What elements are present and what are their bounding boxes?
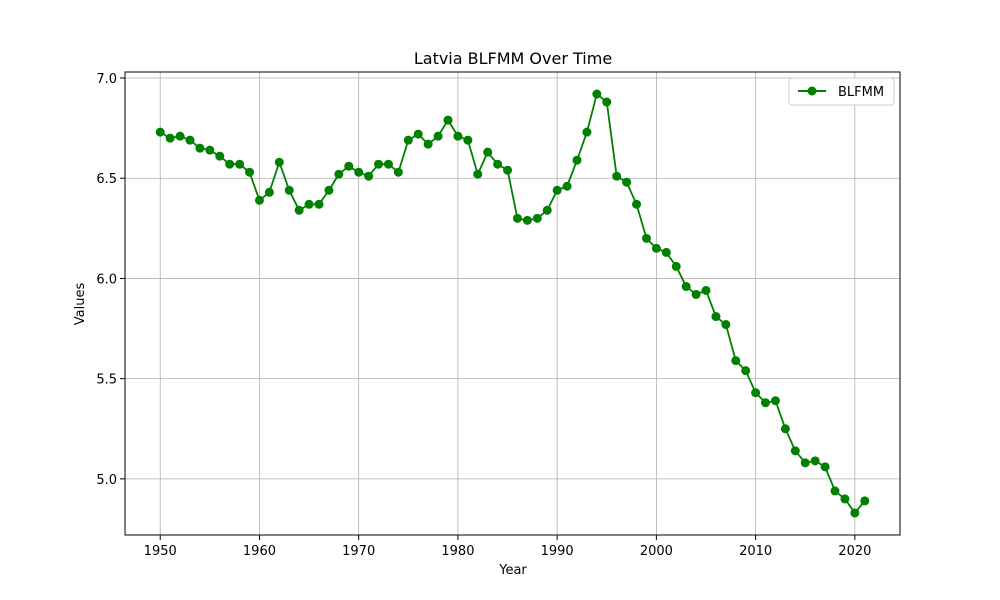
- data-point: [245, 167, 255, 177]
- data-point: [274, 157, 284, 167]
- data-point: [304, 199, 314, 209]
- data-point: [433, 131, 443, 141]
- data-point: [661, 247, 671, 257]
- x-tick-label: 2000: [640, 544, 673, 559]
- grid-lines: [125, 72, 900, 535]
- y-tick-label: 5.5: [96, 373, 117, 388]
- data-point: [324, 185, 334, 195]
- data-point: [790, 446, 800, 456]
- data-point: [820, 462, 830, 472]
- data-point: [552, 185, 562, 195]
- data-point: [741, 366, 751, 376]
- series-line-blfmm: [155, 89, 870, 518]
- x-tick-label: 1980: [441, 544, 474, 559]
- y-tick-label: 6.0: [96, 272, 117, 287]
- data-point: [334, 169, 344, 179]
- x-tick-label: 1960: [243, 544, 276, 559]
- data-point: [810, 456, 820, 466]
- data-point: [800, 458, 810, 468]
- data-point: [622, 177, 632, 187]
- data-point: [235, 159, 245, 169]
- data-point: [423, 139, 433, 149]
- x-axis-label: Year: [498, 563, 527, 578]
- data-point: [403, 135, 413, 145]
- data-point: [830, 486, 840, 496]
- y-tick-label: 5.0: [96, 473, 117, 488]
- y-axis-label: Values: [73, 283, 88, 326]
- data-point: [602, 97, 612, 107]
- data-point: [195, 143, 205, 153]
- data-point: [205, 145, 215, 155]
- data-point: [344, 161, 354, 171]
- data-point: [542, 205, 552, 215]
- data-point: [572, 155, 582, 165]
- data-point: [612, 171, 622, 181]
- legend: BLFMM: [788, 77, 895, 106]
- data-point: [294, 205, 304, 215]
- series-line: [159, 93, 866, 514]
- x-tick-label: 2010: [739, 544, 772, 559]
- data-point: [681, 281, 691, 291]
- data-point: [264, 187, 274, 197]
- data-point: [721, 320, 731, 330]
- x-tick-label: 1970: [342, 544, 375, 559]
- data-point: [254, 195, 264, 205]
- data-point: [175, 131, 185, 141]
- data-point: [850, 508, 860, 518]
- data-point: [503, 165, 513, 175]
- axis-ticks: 1950 1960 1970 1980 1990 2000 2010 2020 5.0 5.5 6.…: [96, 72, 871, 559]
- data-point: [691, 289, 701, 299]
- data-point: [512, 213, 522, 223]
- data-point: [314, 199, 324, 209]
- data-point: [840, 494, 850, 504]
- data-point: [383, 159, 393, 169]
- data-point: [731, 356, 741, 366]
- legend-label: BLFMM: [838, 85, 884, 100]
- data-point: [632, 199, 642, 209]
- data-point: [522, 215, 532, 225]
- data-point: [751, 388, 761, 398]
- y-tick-label: 7.0: [96, 72, 117, 87]
- data-point: [592, 89, 602, 99]
- data-point: [185, 135, 195, 145]
- x-tick-label: 1990: [541, 544, 574, 559]
- x-tick-label: 2020: [838, 544, 871, 559]
- data-point: [165, 133, 175, 143]
- data-point: [473, 169, 483, 179]
- data-point: [562, 181, 572, 191]
- plot-area-frame: [124, 71, 901, 536]
- data-point: [671, 261, 681, 271]
- data-point: [651, 243, 661, 253]
- data-point: [532, 213, 542, 223]
- data-point: [483, 147, 493, 157]
- legend-box: [788, 77, 895, 106]
- data-point: [493, 159, 503, 169]
- data-point: [582, 127, 592, 137]
- chart-title: Latvia BLFMM Over Time: [414, 49, 612, 68]
- data-point: [443, 115, 453, 125]
- data-point: [364, 171, 374, 181]
- data-point: [374, 159, 384, 169]
- y-tick-label: 6.5: [96, 172, 117, 187]
- data-point: [770, 396, 780, 406]
- data-point: [641, 233, 651, 243]
- data-point: [284, 185, 294, 195]
- data-point: [225, 159, 235, 169]
- data-point: [453, 131, 463, 141]
- data-point: [701, 285, 711, 295]
- data-point: [463, 135, 473, 145]
- data-point: [761, 398, 771, 408]
- legend-marker-swatch: [807, 86, 817, 96]
- data-point: [413, 129, 423, 139]
- data-point: [215, 151, 225, 161]
- x-tick-label: 1950: [144, 544, 177, 559]
- data-point: [393, 167, 403, 177]
- data-point: [711, 312, 721, 322]
- data-point: [860, 496, 870, 506]
- data-point: [354, 167, 364, 177]
- data-point: [155, 127, 165, 137]
- data-point: [780, 424, 790, 434]
